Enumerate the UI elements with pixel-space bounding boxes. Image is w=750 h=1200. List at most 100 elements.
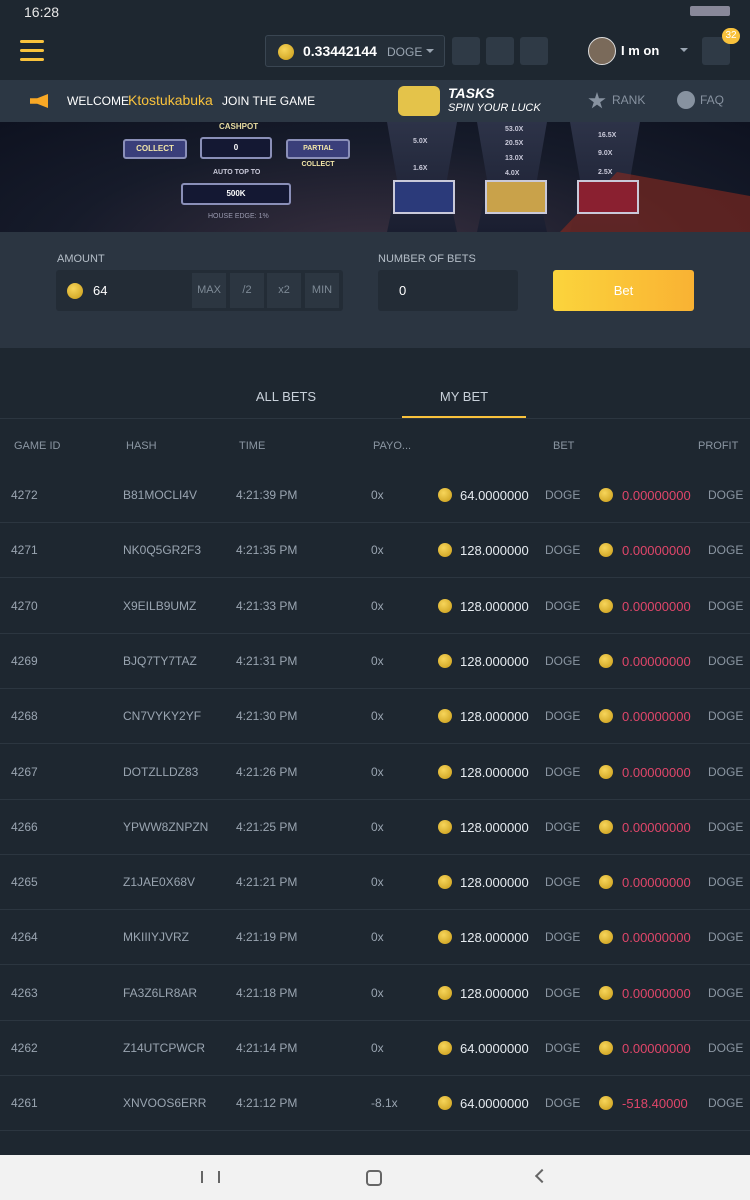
- partial-collect-button[interactable]: PARTIAL COLLECT: [286, 139, 350, 168]
- bet-button[interactable]: Bet: [553, 270, 694, 311]
- messages-button[interactable]: [520, 37, 548, 65]
- coin-icon: [599, 543, 613, 558]
- all-bets-tab[interactable]: ALL BETS: [255, 389, 317, 404]
- bet-amount: 128.000000: [460, 930, 529, 946]
- bet-row[interactable]: 4262 Z14UTCPWCR 4:21:14 PM 0x 64.0000000 DOGE…: [0, 1020, 750, 1076]
- auto-top-value: 500K: [181, 183, 291, 205]
- multiplier: 1.6X: [413, 165, 428, 172]
- slot-column: [477, 122, 547, 232]
- slot-item: [393, 180, 455, 214]
- coin-icon: [438, 985, 452, 1000]
- user-menu[interactable]: I m on: [588, 37, 693, 65]
- bet-row[interactable]: 4271 NK0Q5GR2F3 4:21:35 PM 0x 128.000000 DOGE…: [0, 522, 750, 579]
- payout: 0x: [371, 653, 384, 668]
- wallet-button[interactable]: [452, 37, 480, 65]
- my-bet-tab[interactable]: MY BET: [439, 389, 489, 404]
- max-button[interactable]: MAX: [192, 273, 226, 308]
- hash: BJQ7TY7TAZ: [123, 653, 197, 668]
- double-button[interactable]: x2: [267, 273, 301, 308]
- half-button[interactable]: /2: [230, 273, 264, 308]
- bet-amount: 128.000000: [460, 598, 529, 614]
- hash: NK0Q5GR2F3: [123, 543, 202, 558]
- home-button[interactable]: [366, 1170, 382, 1186]
- time: 4:21:26 PM: [236, 764, 298, 779]
- house-edge: HOUSE EDGE: 1%: [208, 213, 269, 220]
- tasks-title[interactable]: TASKS: [448, 85, 495, 101]
- amount-value: 64: [93, 283, 108, 298]
- rank-link[interactable]: RANK: [612, 93, 646, 107]
- bet-currency: DOGE: [545, 930, 581, 945]
- bet-row[interactable]: 4270 X9EILB9UMZ 4:21:33 PM 0x 128.000000 DOGE…: [0, 578, 750, 634]
- coin-icon: [438, 709, 452, 724]
- time: 4:21:33 PM: [236, 598, 298, 613]
- bet-row[interactable]: 4267 DOTZLLDZ83 4:21:26 PM 0x 128.000000 DOGE…: [0, 744, 750, 800]
- bet-row[interactable]: 4269 BJQ7TY7TAZ 4:21:31 PM 0x 128.000000 DOGE…: [0, 633, 750, 689]
- bet-currency: DOGE: [545, 709, 581, 724]
- currency: DOGE: [387, 45, 423, 59]
- bet-currency: DOGE: [545, 875, 581, 890]
- profit-currency: DOGE: [708, 1096, 744, 1111]
- coin-icon: [438, 543, 452, 558]
- game-id: 4272: [11, 488, 38, 502]
- hash: XNVOOS6ERR: [123, 1096, 207, 1111]
- bet-row[interactable]: 4268 CN7VYKY2YF 4:21:30 PM 0x 128.000000 DOGE…: [0, 688, 750, 745]
- profit-currency: DOGE: [708, 543, 744, 558]
- payout: 0x: [371, 819, 384, 834]
- bet-row[interactable]: 4264 MKIIIYJVRZ 4:21:19 PM 0x 128.000000 DOGE…: [0, 909, 750, 966]
- bet-row[interactable]: 4272 B81MOCLI4V 4:21:39 PM 0x 64.0000000 DOGE…: [0, 467, 750, 523]
- welcome-text: WELCOME: [67, 94, 130, 108]
- bet-currency: DOGE: [545, 1041, 581, 1055]
- back-button[interactable]: [534, 1168, 550, 1184]
- game-id: 4269: [11, 653, 38, 668]
- profit-currency: DOGE: [708, 709, 744, 724]
- time: 4:21:30 PM: [236, 709, 298, 724]
- join-text: JOIN THE GAME: [222, 94, 316, 108]
- coin-icon: [438, 875, 452, 890]
- column-header: BET: [553, 440, 575, 452]
- profit-amount: 0.00000000: [622, 930, 691, 946]
- column-header: PAYO...: [373, 440, 412, 452]
- multiplier: 13.0X: [505, 155, 524, 162]
- amount-input[interactable]: 64 MAX /2 x2 MIN: [56, 270, 343, 311]
- recent-apps-button[interactable]: [201, 1171, 220, 1183]
- time: 4:21:25 PM: [236, 819, 298, 834]
- announcement-bar: WELCOME Ktostukabuka JOIN THE GAME TASKS…: [0, 80, 750, 122]
- hash: DOTZLLDZ83: [123, 764, 199, 779]
- notifications-button[interactable]: [486, 37, 514, 65]
- payout: -8.1x: [371, 1096, 398, 1111]
- bet-row[interactable]: 4266 YPWW8ZNPZN 4:21:25 PM 0x 128.000000 DOGE…: [0, 799, 750, 855]
- payout: 0x: [371, 543, 384, 558]
- bet-row[interactable]: 4265 Z1JAE0X68V 4:21:21 PM 0x 128.000000 DOGE…: [0, 854, 750, 911]
- bet-amount: 128.000000: [460, 819, 529, 835]
- collect-button[interactable]: COLLECT: [123, 139, 187, 159]
- bets-input[interactable]: 0: [378, 270, 518, 311]
- payout: 0x: [371, 764, 384, 779]
- balance-selector[interactable]: 0.33442144 DOGE: [265, 35, 445, 67]
- coin-icon: [599, 819, 613, 834]
- coin-icon: [438, 930, 452, 945]
- profit-amount: 0.00000000: [622, 653, 691, 669]
- hash: CN7VYKY2YF: [123, 709, 202, 724]
- bet-row[interactable]: 4263 FA3Z6LR8AR 4:21:18 PM 0x 128.000000 DOGE…: [0, 965, 750, 1021]
- time: 4:21:31 PM: [236, 653, 298, 668]
- payout: 0x: [371, 985, 384, 1000]
- hash: FA3Z6LR8AR: [123, 985, 198, 1000]
- username: Ktostukabuka: [128, 92, 213, 108]
- bet-amount: 128.000000: [460, 653, 529, 669]
- bets-value: 0: [399, 283, 407, 298]
- faq-link[interactable]: FAQ: [700, 93, 725, 107]
- coin-icon: [599, 709, 613, 724]
- min-button[interactable]: MIN: [305, 273, 339, 308]
- menu-button[interactable]: [20, 40, 44, 61]
- bet-currency: DOGE: [545, 653, 581, 668]
- bet-row[interactable]: 4261 XNVOOS6ERR 4:21:12 PM -8.1x 64.0000000 D…: [0, 1075, 750, 1132]
- slot-item: [577, 180, 639, 214]
- coin-icon: [438, 1041, 452, 1055]
- hash: X9EILB9UMZ: [123, 598, 197, 613]
- coin-icon: [599, 1096, 613, 1111]
- cashpot-value: 0: [200, 137, 272, 159]
- bet-amount: 128.000000: [460, 875, 529, 891]
- payout: 0x: [371, 709, 384, 724]
- game-id: 4262: [11, 1041, 38, 1055]
